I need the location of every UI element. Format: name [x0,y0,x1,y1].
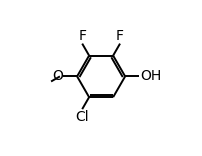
Text: OH: OH [140,69,161,83]
Text: F: F [78,29,86,43]
Text: F: F [116,29,124,43]
Text: Cl: Cl [75,110,89,124]
Text: O: O [52,69,63,83]
